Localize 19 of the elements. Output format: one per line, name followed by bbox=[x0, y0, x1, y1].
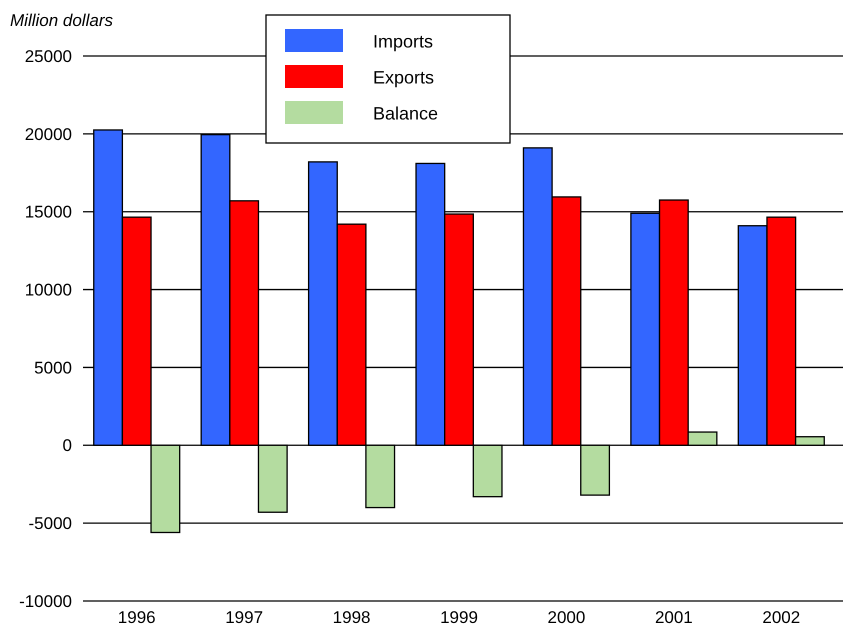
y-axis-title: Million dollars bbox=[10, 11, 114, 30]
y-tick-label: -10000 bbox=[19, 592, 72, 611]
x-tick-label: 1998 bbox=[332, 608, 370, 627]
y-tick-label: 10000 bbox=[24, 280, 72, 300]
legend-label: Balance bbox=[373, 103, 438, 124]
legend-label: Imports bbox=[373, 31, 434, 52]
x-tick-label: 1999 bbox=[440, 608, 478, 627]
y-tick-label: 5000 bbox=[34, 358, 72, 378]
y-tick-label: -5000 bbox=[28, 514, 72, 534]
y-tick-label: 20000 bbox=[24, 124, 72, 144]
x-tick-label: 1996 bbox=[118, 608, 156, 627]
legend-label: Exports bbox=[373, 67, 434, 88]
y-tick-label: 15000 bbox=[24, 202, 72, 222]
x-tick-label: 2001 bbox=[654, 608, 693, 627]
y-tick-label: 0 bbox=[62, 436, 72, 456]
x-tick-label: 2000 bbox=[548, 608, 586, 627]
y-tick-label: 25000 bbox=[24, 46, 72, 66]
x-tick-label: 2002 bbox=[762, 608, 800, 627]
x-tick-label: 1997 bbox=[225, 608, 264, 627]
